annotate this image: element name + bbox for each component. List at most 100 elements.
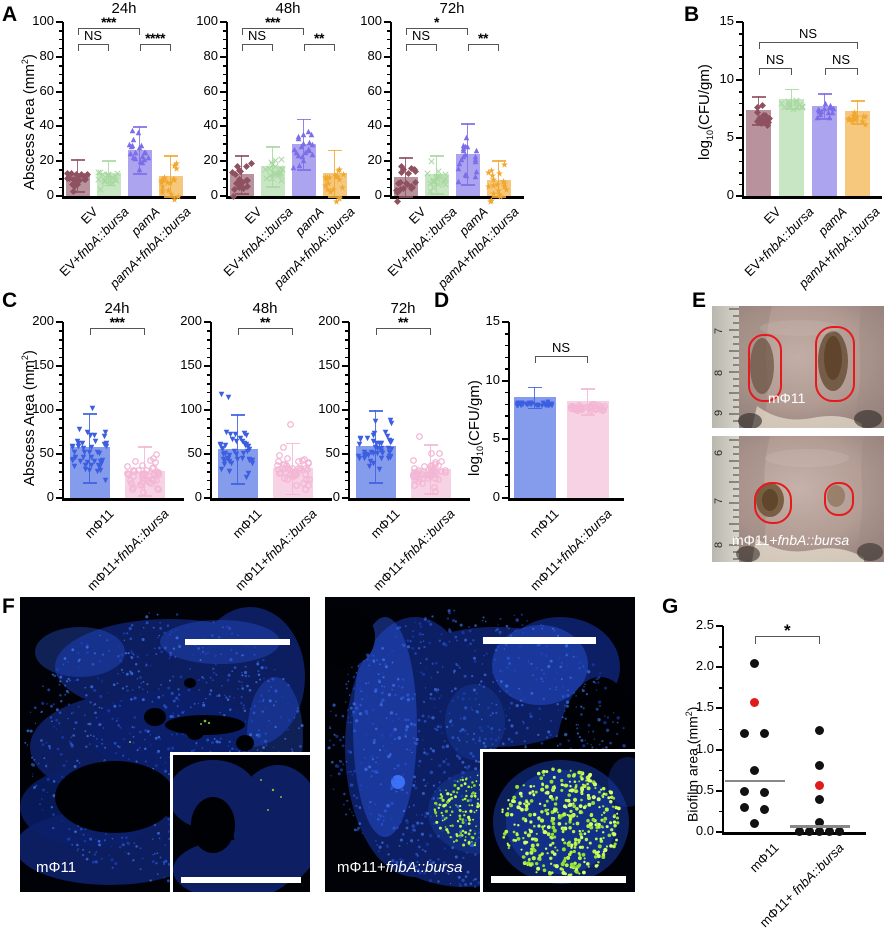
y-tick-label: 0 [46,489,54,504]
scatter-point [835,826,844,836]
y-tick-minor [59,418,63,420]
errorbar-cap-bot-A24h-0 [70,191,85,194]
svg-text:8: 8 [713,370,725,376]
y-tick-minor [223,178,227,180]
errorbar-cap-bot-C48h-1 [285,493,300,496]
data-point [296,156,303,174]
y-tick-label: 100 [32,401,54,416]
data-point [411,162,419,180]
y-tick-major [56,321,63,323]
y-tick-label: 60 [203,82,218,98]
y-tick-minor [345,356,349,359]
data-point [95,170,102,188]
significance-bracket-A24h-1 [77,28,140,35]
y-tick-label: 0 [492,489,500,504]
errorbar-D-0 [533,386,536,408]
axis-title-text: Abscess Area (mm [21,360,38,486]
micro-caption-right-italic: fnbA::bursa [385,859,463,876]
y-tick-major [502,321,509,323]
data-point [283,449,291,467]
errorbar-cap-top-A48h-1 [265,146,280,148]
errorbar-cap-top-D-1 [580,388,595,391]
y-tick-minor [207,444,211,447]
y-tick-major [220,195,227,197]
data-point [456,154,463,172]
data-point [326,182,334,200]
data-point [295,127,302,145]
data-point [269,155,276,173]
data-point [225,388,232,406]
data-point [292,476,300,494]
y-tick-minor [59,186,63,189]
data-point [130,478,137,496]
data-point [170,170,178,188]
data-point [96,458,103,476]
errorbar-cap-bot-C24h-1 [137,495,152,498]
microscopy-inset-right [480,749,635,892]
y-tick-minor [59,383,63,385]
errorbar-A72h-3 [497,159,500,196]
y-tick-minor [59,471,63,473]
data-point [524,395,530,413]
photo-caption-bottom: mΦ11+fnbA::bursa [732,532,849,548]
y-tick-major [384,90,391,93]
errorbar-cap-top-B-2 [817,92,832,95]
data-point [266,159,273,177]
y-tick-minor [345,383,349,385]
data-point [472,147,479,165]
axis-title-biofilm-g: Biofilm area (mm2) [684,707,701,822]
y-tick-major [736,137,743,139]
y-tick-minor [223,73,227,76]
significance-bracket-A72h-1 [405,28,468,35]
y-tick-minor [59,152,63,154]
mouse-photo-top-svg: 7 8 9 [712,306,884,428]
microscopy-image-right: mΦ11+fnbA::bursa [325,597,635,892]
y-tick-major [204,497,211,499]
bar-B-1[interactable] [779,98,804,196]
photo-caption-top: mΦ11 [768,390,805,406]
data-point [154,480,162,498]
errorbar-cap-bot-C48h-0 [230,483,245,485]
y-tick-label: 0 [332,489,340,504]
data-point [500,172,508,190]
data-point [158,181,166,199]
data-point [228,454,235,472]
y-tick-label: 1.0 [695,740,714,756]
bar-D-0[interactable] [513,397,556,498]
y-tick-minor [223,134,227,137]
data-point [155,465,162,483]
data-point [830,99,837,117]
errorbar-cap-top-C72h-0 [368,410,383,412]
y-tick-minor [505,415,509,417]
data-point [489,184,497,202]
data-point [142,143,149,161]
chart-title-A24h: 24h [111,0,137,17]
data-point [539,396,545,414]
data-point [781,98,788,116]
bar-B-2[interactable] [812,105,837,196]
y-tick-major [716,748,723,751]
mouse-photo-bottom: 6 7 8 mΦ11+fnbA::bursa [712,436,884,562]
data-point [222,444,229,462]
data-point [377,440,384,458]
data-point [427,182,434,200]
data-point [790,100,798,118]
y-tick-major [204,365,211,367]
y-tick-major [220,160,227,163]
data-point [308,125,315,143]
data-point [850,106,858,124]
data-point [309,135,316,153]
data-point [849,111,857,129]
data-point [329,180,337,198]
data-point [219,439,226,457]
y-tick-minor [739,33,743,35]
data-point [473,162,480,180]
data-point [441,463,449,481]
y-tick-label: 20 [39,152,54,168]
y-tick-minor [505,368,509,370]
data-point [278,160,286,178]
data-point [845,110,853,128]
y-tick-minor [719,687,723,689]
chart-title-A48h: 48h [275,0,301,17]
y-tick-minor [207,374,211,376]
